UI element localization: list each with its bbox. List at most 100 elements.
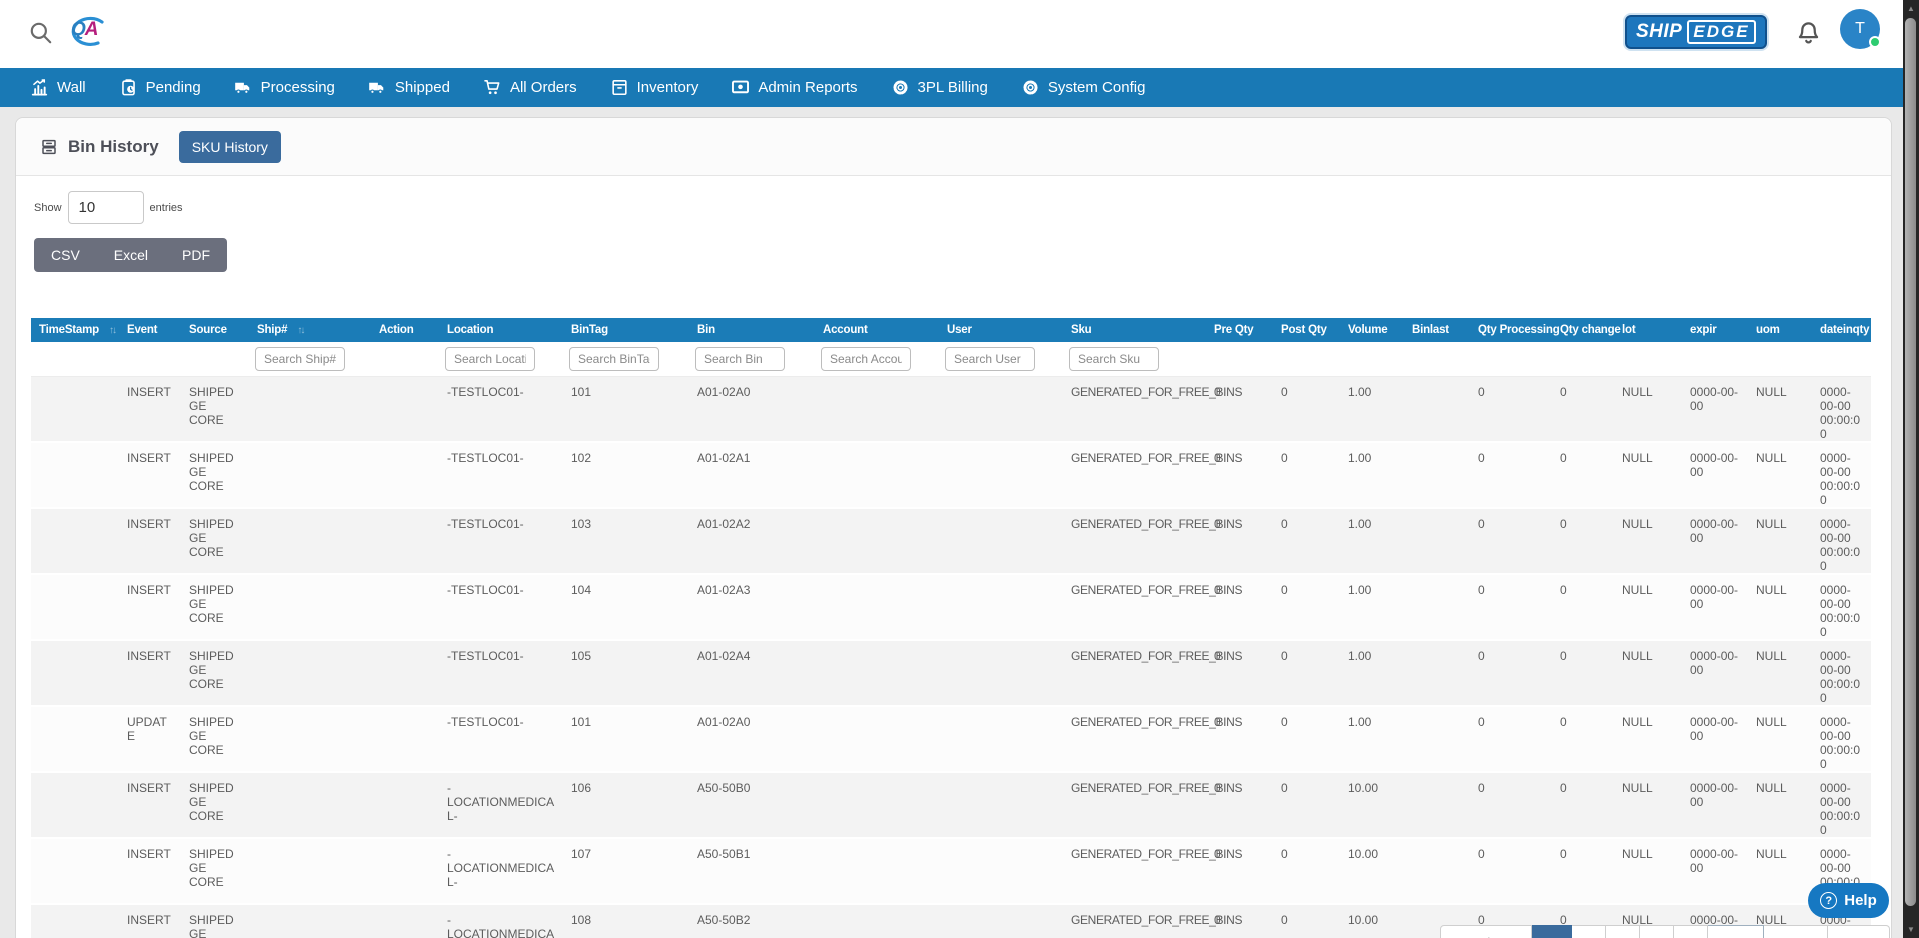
search-sku-input[interactable] xyxy=(1069,347,1159,371)
cell-volume: 1.00 xyxy=(1348,385,1372,399)
cell-sku: GENERATED_FOR_FREE_BINS xyxy=(1071,517,1243,531)
cell-post-qty: 0 xyxy=(1281,649,1288,663)
column-header-dateinqty[interactable]: dateinqty xyxy=(1812,318,1871,342)
nav-item-all-orders[interactable]: All Orders xyxy=(483,78,577,97)
column-header-source[interactable]: Source xyxy=(181,318,249,342)
search-bin-input[interactable] xyxy=(695,347,785,371)
cell-dateinqty: 0000-00-00 00:00:00 xyxy=(1820,781,1861,837)
column-header-lot[interactable]: lot xyxy=(1614,318,1682,342)
search-icon[interactable] xyxy=(28,20,54,46)
cell-user xyxy=(939,772,1063,838)
excel-button[interactable]: Excel xyxy=(97,238,165,272)
scroll-down-arrow-icon[interactable]: ▼ xyxy=(1907,925,1915,934)
nav-item-inventory[interactable]: Inventory xyxy=(610,78,698,97)
pagination-next-button[interactable]: Next xyxy=(1828,925,1890,938)
nav-item-admin-reports[interactable]: Admin Reports xyxy=(731,78,858,97)
cell-volume: 10.00 xyxy=(1348,847,1379,861)
cell-ship xyxy=(249,377,371,443)
column-header-volume[interactable]: Volume xyxy=(1340,318,1404,342)
cell-expir: 0000-00-00 xyxy=(1690,649,1739,677)
shipedge-logo[interactable]: SHIP EDGE xyxy=(1625,15,1767,49)
cell-user xyxy=(939,442,1063,508)
column-header-expir[interactable]: expir xyxy=(1682,318,1748,342)
cell-action xyxy=(371,640,439,706)
column-header-user[interactable]: User xyxy=(939,318,1063,342)
entries-label: entries xyxy=(149,201,183,214)
nav-item-label: Pending xyxy=(145,79,201,96)
cell-account xyxy=(815,574,939,640)
cell-uom: NULL xyxy=(1756,649,1787,663)
cell-expir: 0000-00-00 xyxy=(1690,781,1739,809)
cell-uom: NULL xyxy=(1756,715,1787,729)
sort-arrows-icon: ↑↓ xyxy=(108,325,117,336)
user-avatar[interactable]: T xyxy=(1840,9,1881,49)
cell-qty-processing: 0 xyxy=(1478,781,1485,795)
nav-item-wall[interactable]: Wall xyxy=(30,78,86,97)
cell-source: SHIPEDGE CORE xyxy=(189,781,234,823)
column-header-binlast[interactable]: Binlast xyxy=(1404,318,1470,342)
column-header-action[interactable]: Action xyxy=(371,318,439,342)
column-header-location[interactable]: Location xyxy=(439,318,563,342)
column-header-bintag[interactable]: BinTag xyxy=(563,318,689,342)
search-location-input[interactable] xyxy=(445,347,535,371)
column-header-event[interactable]: Event xyxy=(119,318,181,342)
nav-item-processing[interactable]: Processing xyxy=(234,78,335,97)
avatar-initial: T xyxy=(1855,20,1865,37)
cell-expir: 0000-00-00 xyxy=(1690,583,1739,611)
column-header-sku[interactable]: Sku xyxy=(1063,318,1206,342)
cell-timestamp xyxy=(31,706,119,772)
sort-arrows-icon: ↑↓ xyxy=(297,325,305,336)
cell-ship xyxy=(249,508,371,574)
vertical-scrollbar[interactable]: ▲ ▼ xyxy=(1903,0,1919,938)
search-ship-input[interactable] xyxy=(255,347,345,371)
nav-item-shipped[interactable]: Shipped xyxy=(368,78,450,97)
cell-uom: NULL xyxy=(1756,847,1787,861)
pagination-page-3-button[interactable]: 3 xyxy=(1606,925,1640,938)
column-header-uom[interactable]: uom xyxy=(1748,318,1812,342)
bin-history-icon xyxy=(40,138,58,156)
vertical-scrollbar-thumb[interactable] xyxy=(1905,18,1916,906)
pagination-page-1-button[interactable]: 1 xyxy=(1532,925,1572,938)
csv-button[interactable]: CSV xyxy=(34,238,97,272)
cell-bin: A50-50B0 xyxy=(697,781,751,795)
column-header-qty-processing[interactable]: Qty Processing xyxy=(1470,318,1560,342)
cell-bintag: 106 xyxy=(571,781,592,795)
search-user-input[interactable] xyxy=(945,347,1035,371)
notifications-bell-icon[interactable] xyxy=(1795,20,1822,47)
cell-uom: NULL xyxy=(1756,451,1787,465)
cell-sku: GENERATED_FOR_FREE_BINS xyxy=(1071,847,1243,861)
nav-item-pending[interactable]: Pending xyxy=(119,78,201,97)
column-header-bin[interactable]: Bin xyxy=(689,318,815,342)
help-button[interactable]: ? Help xyxy=(1808,883,1889,918)
cell-ship xyxy=(249,640,371,706)
pagination-ellipsis[interactable]: … xyxy=(1708,925,1764,938)
cell-sku: GENERATED_FOR_FREE_BINS xyxy=(1071,781,1243,795)
page-length-input[interactable] xyxy=(67,191,144,224)
cell-expir: 0000-00-00 xyxy=(1690,517,1739,545)
nav-item-3pl-billing[interactable]: 3PL Billing xyxy=(891,78,988,97)
pagination-previous-button[interactable]: Previous xyxy=(1440,925,1532,938)
pagination-page-2-button[interactable]: 2 xyxy=(1572,925,1606,938)
column-header-post-qty[interactable]: Post Qty xyxy=(1273,318,1340,342)
nav-item-system-config[interactable]: System Config xyxy=(1021,78,1145,97)
column-header-pre-qty[interactable]: Pre Qty xyxy=(1206,318,1273,342)
column-header-account[interactable]: Account xyxy=(815,318,939,342)
qa-logo[interactable]: QA xyxy=(62,10,110,56)
scroll-up-arrow-icon[interactable]: ▲ xyxy=(1907,4,1915,13)
truck-icon xyxy=(234,78,253,97)
cell-account xyxy=(815,772,939,838)
column-header-qty-change[interactable]: Qty change xyxy=(1552,318,1621,342)
pagination-page-5-button[interactable]: 5 xyxy=(1674,925,1708,938)
pagination-page-48800-button[interactable]: 48800 xyxy=(1764,925,1828,938)
column-header-ship[interactable]: Ship# ↑↓ xyxy=(249,318,371,342)
pagination-page-4-button[interactable]: 4 xyxy=(1640,925,1674,938)
search-bintag-input[interactable] xyxy=(569,347,659,371)
cell-bin: A01-02A2 xyxy=(697,517,751,531)
column-header-timestamp[interactable]: TimeStamp ↑↓ xyxy=(31,318,119,342)
cell-uom: NULL xyxy=(1756,517,1787,531)
search-account-input[interactable] xyxy=(821,347,911,371)
pdf-button[interactable]: PDF xyxy=(165,238,227,272)
cell-qty-change: 0 xyxy=(1560,781,1567,795)
cell-bin: A50-50B2 xyxy=(697,913,751,927)
sku-history-button[interactable]: SKU History xyxy=(178,130,281,163)
